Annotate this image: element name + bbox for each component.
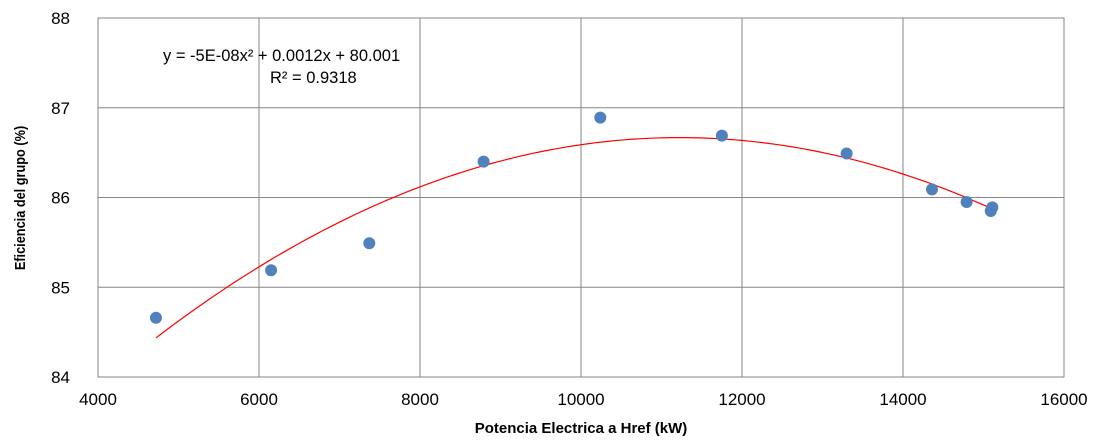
y-axis-title: Eficiencia del grupo (%) bbox=[11, 126, 28, 270]
x-tick-label: 4000 bbox=[79, 390, 117, 409]
plot-area-frame bbox=[97, 17, 1065, 378]
x-tick-label: 16000 bbox=[1040, 390, 1087, 409]
x-tick-labels: 4000 6000 8000 10000 12000 14000 16000 bbox=[79, 390, 1088, 409]
y-tick-label: 85 bbox=[51, 278, 70, 297]
y-tick-label: 84 bbox=[51, 368, 70, 387]
x-axis-title: Potencia Electrica a Href (kW) bbox=[475, 420, 688, 437]
data-point bbox=[715, 129, 728, 142]
data-point bbox=[594, 111, 607, 124]
data-points bbox=[149, 111, 999, 324]
y-tick-label: 86 bbox=[51, 189, 70, 208]
x-tick-label: 14000 bbox=[879, 390, 926, 409]
x-tick-label: 8000 bbox=[401, 390, 439, 409]
x-tick-label: 12000 bbox=[718, 390, 765, 409]
grid bbox=[97, 17, 1065, 378]
data-point bbox=[477, 155, 490, 168]
trendline-r-squared: R² = 0.9318 bbox=[270, 69, 357, 87]
trendline bbox=[155, 136, 993, 339]
data-point bbox=[363, 237, 376, 250]
data-point bbox=[840, 147, 853, 160]
x-tick-label: 10000 bbox=[557, 390, 604, 409]
y-tick-label: 87 bbox=[51, 99, 70, 118]
x-tick-label: 6000 bbox=[240, 390, 278, 409]
data-point bbox=[960, 195, 973, 208]
y-tick-label: 88 bbox=[51, 9, 70, 28]
trendline-equation: y = -5E-08x² + 0.0012x + 80.001 bbox=[163, 47, 400, 65]
data-point bbox=[149, 311, 162, 324]
y-tick-labels: 84 85 86 87 88 bbox=[51, 9, 70, 387]
data-point bbox=[925, 183, 938, 196]
data-point bbox=[986, 201, 999, 214]
data-point bbox=[265, 264, 278, 277]
